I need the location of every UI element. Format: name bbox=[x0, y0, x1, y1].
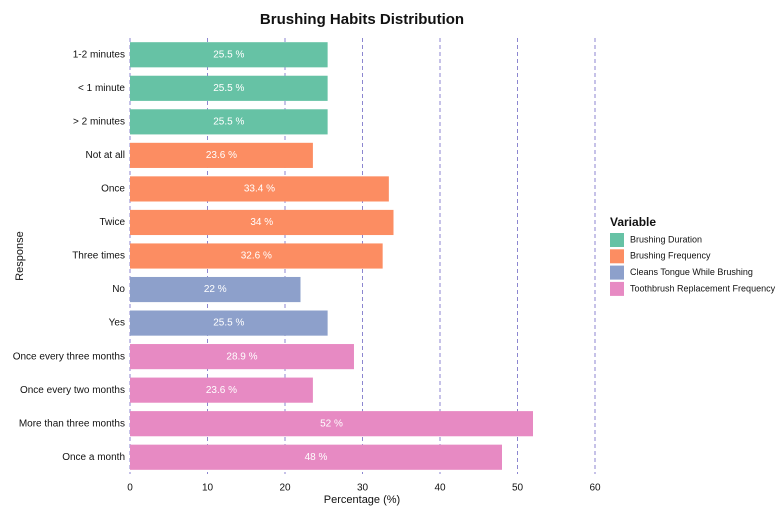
x-tick-label: 20 bbox=[279, 483, 291, 494]
x-tick-label: 10 bbox=[202, 483, 214, 494]
legend-swatch bbox=[610, 265, 624, 280]
value-label: 25.5 % bbox=[213, 49, 244, 60]
y-tick-label: Twice bbox=[99, 217, 125, 228]
y-tick-label: < 1 minute bbox=[78, 83, 125, 94]
bar bbox=[130, 310, 328, 336]
value-label: 22 % bbox=[204, 284, 227, 295]
x-tick-label: 50 bbox=[512, 483, 524, 494]
legend-label: Cleans Tongue While Brushing bbox=[630, 267, 753, 277]
bar bbox=[130, 142, 313, 168]
bar bbox=[130, 243, 383, 269]
bar bbox=[130, 411, 533, 437]
legend-swatch bbox=[610, 249, 624, 264]
legend-swatch bbox=[610, 233, 624, 247]
y-tick-label: 1-2 minutes bbox=[73, 49, 125, 60]
legend-label: Toothbrush Replacement Frequency bbox=[630, 283, 776, 293]
bar bbox=[130, 75, 328, 101]
y-tick-label: No bbox=[112, 284, 125, 295]
value-label: 25.5 % bbox=[213, 318, 244, 329]
chart-title: Brushing Habits Distribution bbox=[260, 11, 464, 28]
value-label: 52 % bbox=[320, 418, 343, 429]
y-tick-label: Once a month bbox=[62, 452, 125, 463]
legend-swatch bbox=[610, 281, 624, 296]
value-label: 33.4 % bbox=[244, 184, 275, 195]
y-tick-label: > 2 minutes bbox=[73, 116, 125, 127]
x-tick-label: 30 bbox=[357, 483, 369, 494]
y-tick-label: Three times bbox=[72, 251, 125, 262]
value-label: 48 % bbox=[305, 452, 328, 463]
value-label: 32.6 % bbox=[241, 251, 272, 262]
value-label: 23.6 % bbox=[206, 385, 237, 396]
value-label: 25.5 % bbox=[213, 116, 244, 127]
y-tick-label: Once bbox=[101, 184, 125, 195]
bar bbox=[130, 109, 328, 135]
x-tick-label: 60 bbox=[589, 483, 601, 494]
bar bbox=[130, 377, 313, 403]
value-label: 34 % bbox=[250, 217, 273, 228]
value-label: 28.9 % bbox=[226, 351, 257, 362]
y-tick-label: Not at all bbox=[86, 150, 125, 161]
bar bbox=[130, 42, 328, 68]
bar bbox=[130, 444, 502, 470]
bar bbox=[130, 344, 354, 370]
legend-label: Brushing Frequency bbox=[630, 251, 711, 261]
value-label: 23.6 % bbox=[206, 150, 237, 161]
bar bbox=[130, 209, 394, 236]
legend-title: Variable bbox=[610, 215, 656, 229]
x-tick-label: 40 bbox=[434, 483, 446, 494]
bar bbox=[130, 176, 389, 202]
y-tick-label: Once every three months bbox=[13, 351, 125, 362]
y-tick-label: Once every two months bbox=[20, 385, 125, 396]
bar bbox=[130, 276, 301, 303]
x-tick-label: 0 bbox=[127, 483, 133, 494]
y-axis-title: Response bbox=[14, 231, 26, 281]
value-label: 25.5 % bbox=[213, 83, 244, 94]
x-axis-title: Percentage (%) bbox=[324, 494, 400, 506]
legend-label: Brushing Duration bbox=[630, 234, 702, 244]
y-tick-label: More than three months bbox=[19, 418, 125, 429]
y-tick-label: Yes bbox=[109, 318, 125, 329]
